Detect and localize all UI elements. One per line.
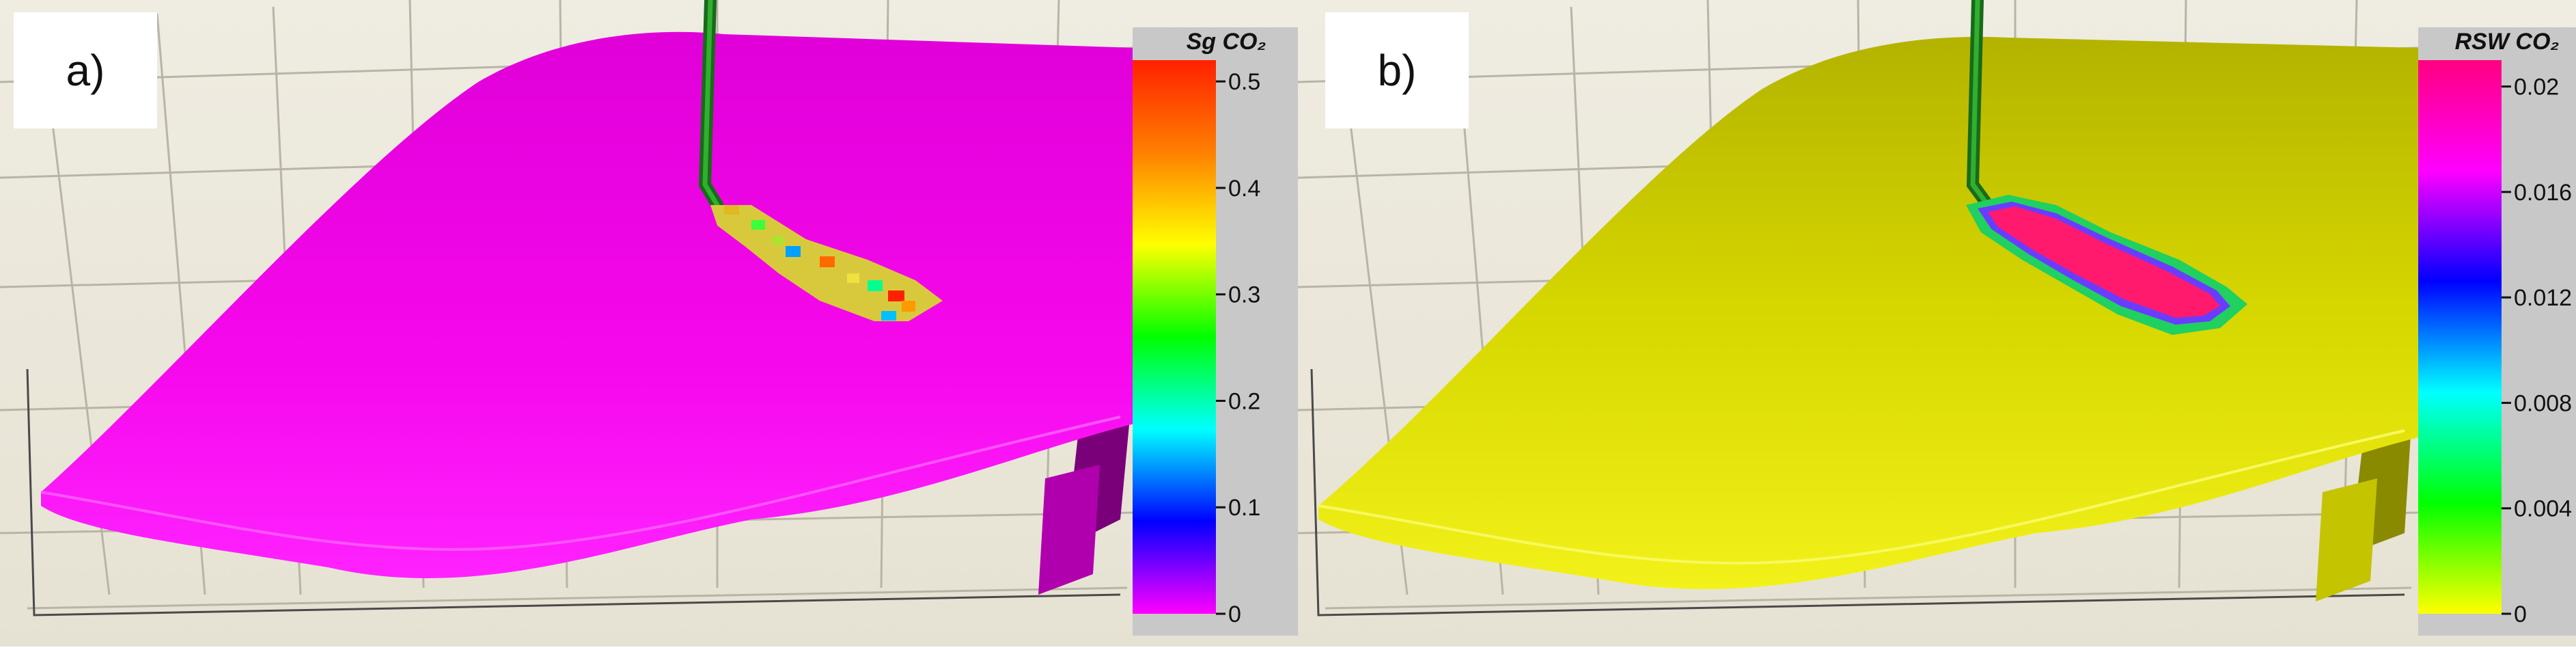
panel-b-scene: RSW CO₂ 0.02 0.016 0.012 0.008 0.004 0 xyxy=(1297,0,2576,647)
reservoir-surface xyxy=(1318,36,2418,589)
colorbar-tick-label: 0 xyxy=(2514,601,2527,627)
surface-step xyxy=(2316,478,2377,601)
colorbar-ticks: 0.02 0.016 0.012 0.008 0.004 0 xyxy=(2502,75,2572,627)
panel-a: Sg CO₂ 0.5 0.4 0.3 0.2 0.1 0 a) xyxy=(0,0,1298,647)
injection-well-highlight xyxy=(1970,0,1991,208)
colorbar-tick-label: 0.3 xyxy=(1228,282,1260,308)
colorbar-tick-label: 0.2 xyxy=(1228,388,1260,414)
colorbar-tick-label: 0.4 xyxy=(1228,176,1260,202)
colorbar-tick-label: 0.012 xyxy=(2514,285,2572,311)
panel-label: a) xyxy=(14,12,157,128)
colorbar-tick-label: 0.004 xyxy=(2514,496,2572,522)
axis-lines xyxy=(1310,368,2405,617)
co2-plume xyxy=(710,205,943,321)
axis-lines xyxy=(26,368,1121,617)
colorbar-tick-label: 0 xyxy=(1228,601,1241,627)
reservoir-surface xyxy=(41,31,1134,578)
panel-b: RSW CO₂ 0.02 0.016 0.012 0.008 0.004 0 b) xyxy=(1297,0,2576,647)
colorbar-tick-label: 0.008 xyxy=(2514,390,2572,416)
colorbar-tick-label: 0.016 xyxy=(2514,180,2572,206)
panel-a-scene: Sg CO₂ 0.5 0.4 0.3 0.2 0.1 0 xyxy=(0,0,1298,647)
colorbar xyxy=(1133,60,1216,614)
colorbar-tick-label: 0.5 xyxy=(1228,69,1260,95)
surface-step xyxy=(1038,465,1100,595)
co2-plume xyxy=(1966,195,2247,335)
surface-ridge xyxy=(40,416,1121,551)
colorbar xyxy=(2418,60,2502,614)
colorbar-tick-label: 0.02 xyxy=(2514,75,2559,100)
panel-label: b) xyxy=(1325,12,1469,128)
colorbar-title: RSW CO₂ xyxy=(2455,29,2560,55)
colorbar-title: Sg CO₂ xyxy=(1187,29,1266,55)
colorbar-ticks: 0.5 0.4 0.3 0.2 0.1 0 xyxy=(1216,69,1260,627)
surface-ridge xyxy=(1318,429,2405,565)
colorbar-tick-label: 0.1 xyxy=(1228,495,1260,521)
injection-well-highlight xyxy=(702,0,720,208)
